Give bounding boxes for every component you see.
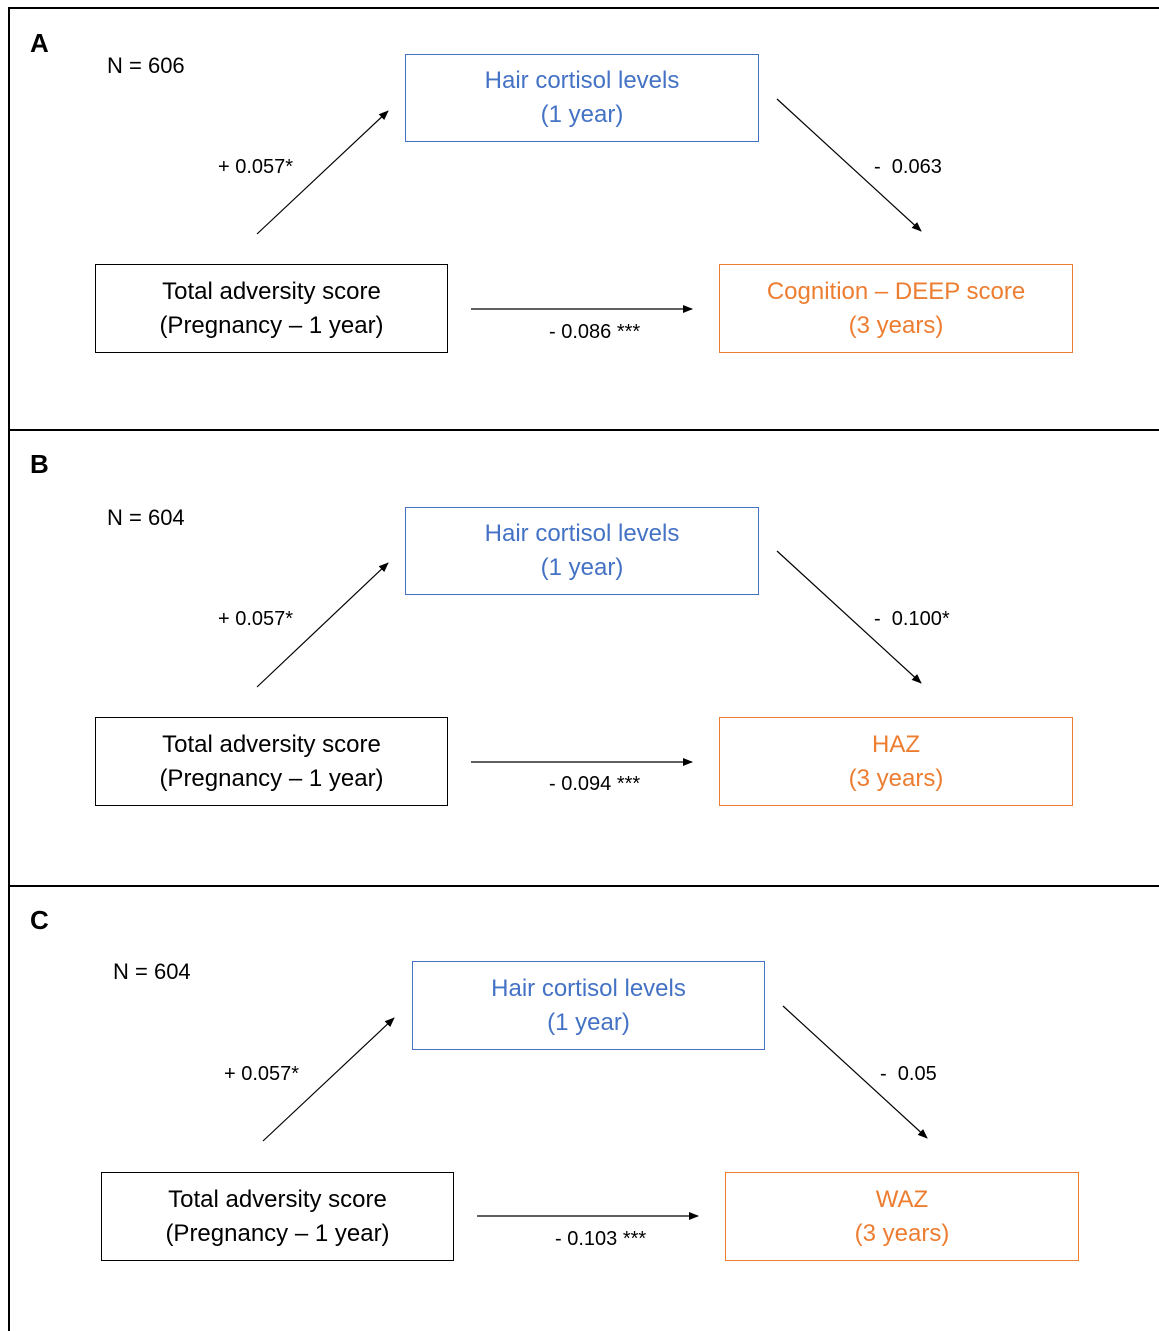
path-b-arrow	[776, 550, 922, 684]
outcome-timepoint: (3 years)	[848, 764, 944, 792]
mediator-label: Hair cortisol levels	[491, 974, 686, 1002]
path-a-coefficient: + 0.057*	[224, 1063, 300, 1085]
mediator-box: Hair cortisol levels (1 year)	[412, 961, 765, 1050]
outcome-box: WAZ (3 years)	[725, 1172, 1079, 1261]
exposure-timepoint: (Pregnancy – 1 year)	[165, 1219, 390, 1247]
outcome-label: WAZ	[875, 1185, 929, 1213]
path-arrows	[256, 98, 922, 313]
panel-letter: B	[30, 449, 49, 479]
path-b-coefficient: - 0.05	[880, 1063, 937, 1085]
panel-divider	[8, 885, 1159, 887]
outcome-box: HAZ (3 years)	[719, 717, 1073, 806]
exposure-label: Total adversity score	[168, 1185, 387, 1213]
panel-letter: C	[30, 905, 49, 935]
path-b-arrow	[776, 98, 922, 232]
exposure-label: Total adversity score	[162, 277, 381, 305]
exposure-timepoint: (Pregnancy – 1 year)	[159, 764, 384, 792]
path-b-coefficient: - 0.100*	[874, 608, 950, 630]
mediator-timepoint: (1 year)	[540, 554, 624, 581]
sample-size-label: N = 606	[107, 53, 185, 78]
mediator-box: Hair cortisol levels (1 year)	[405, 507, 759, 595]
outcome-box: Cognition – DEEP score (3 years)	[719, 264, 1073, 353]
mediator-label: Hair cortisol levels	[484, 67, 680, 94]
path-b-coefficient: - 0.063	[874, 156, 942, 178]
exposure-label: Total adversity score	[162, 730, 381, 758]
exposure-box: Total adversity score (Pregnancy – 1 yea…	[95, 264, 448, 353]
path-b-arrow	[782, 1005, 928, 1139]
path-a-coefficient: + 0.057*	[218, 608, 294, 630]
path-a-coefficient: + 0.057*	[218, 156, 294, 178]
panel-letter: A	[30, 28, 49, 58]
mediator-label: Hair cortisol levels	[484, 520, 680, 547]
path-c-coefficient: - 0.103 ***	[555, 1228, 647, 1250]
sample-size-label: N = 604	[107, 505, 185, 530]
outcome-label: Cognition – DEEP score	[766, 277, 1026, 305]
mediator-timepoint: (1 year)	[540, 101, 624, 128]
outcome-label: HAZ	[872, 730, 920, 758]
path-a-arrow	[262, 1017, 395, 1142]
path-a-arrow	[256, 110, 389, 235]
panel-divider	[8, 429, 1159, 431]
path-arrows	[256, 550, 922, 766]
exposure-box: Total adversity score (Pregnancy – 1 yea…	[101, 1172, 454, 1261]
outcome-timepoint: (3 years)	[854, 1219, 950, 1247]
mediator-timepoint: (1 year)	[547, 1008, 630, 1036]
mediator-box: Hair cortisol levels (1 year)	[405, 54, 759, 142]
figure-frame	[8, 7, 1159, 1331]
outcome-timepoint: (3 years)	[848, 311, 944, 339]
sample-size-label: N = 604	[113, 959, 191, 984]
exposure-box: Total adversity score (Pregnancy – 1 yea…	[95, 717, 448, 806]
path-c-coefficient: - 0.094 ***	[549, 773, 641, 795]
exposure-timepoint: (Pregnancy – 1 year)	[159, 311, 384, 339]
path-a-arrow	[256, 562, 389, 688]
path-c-coefficient: - 0.086 ***	[549, 321, 641, 343]
